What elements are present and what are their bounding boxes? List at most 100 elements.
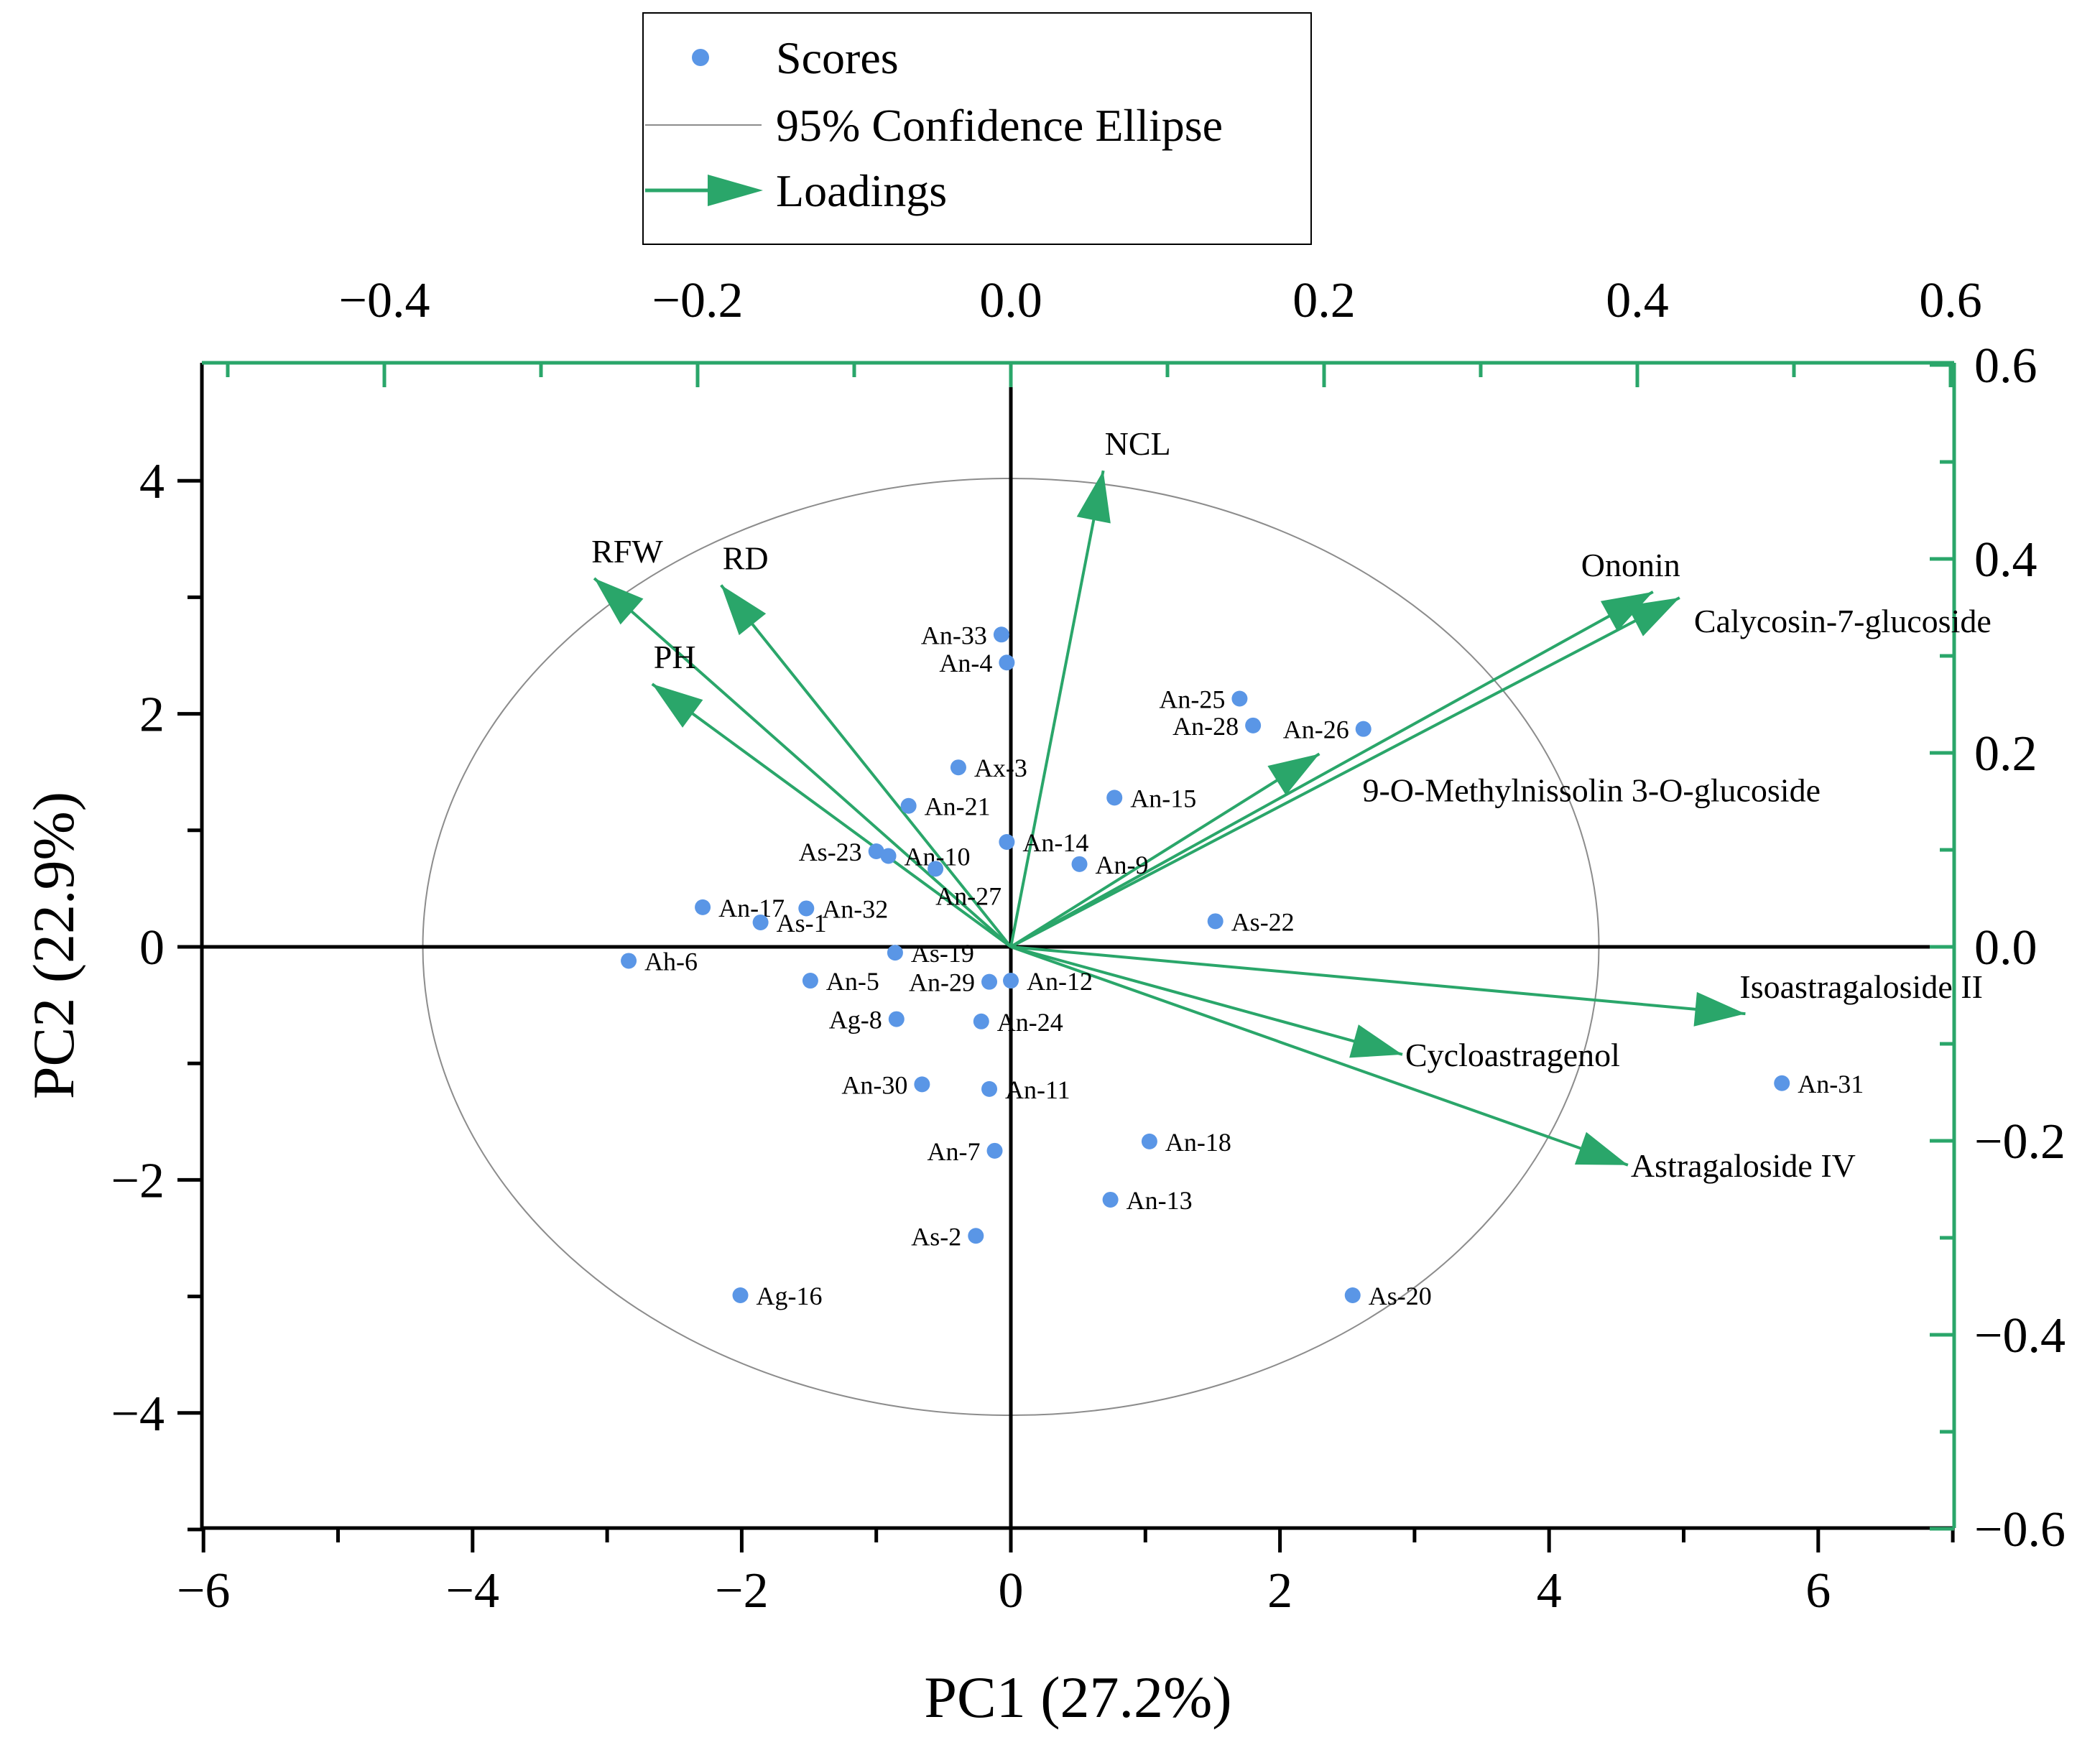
score-label: An-13: [1127, 1186, 1193, 1215]
right-tick-label: 0.2: [1974, 726, 2037, 782]
right-tick-label: −0.6: [1974, 1502, 2066, 1557]
score-point: [999, 654, 1015, 671]
loading-arrowhead: [594, 578, 644, 625]
loading-arrow-line: [651, 682, 1012, 948]
x-axis-title: PC1 (27.2%): [924, 1665, 1231, 1730]
loading-arrow-line: [1010, 596, 1680, 948]
score-label: An-25: [1159, 685, 1225, 714]
score-label: As-23: [799, 838, 862, 866]
loading-label: Calycosin-7-glucoside: [1694, 603, 1992, 639]
loading-label: NCL: [1105, 425, 1171, 462]
right-tick-label: 0.0: [1974, 920, 2037, 976]
right-tick-label: 0.4: [1974, 532, 2037, 588]
score-label: An-17: [718, 894, 785, 922]
score-point: [1774, 1075, 1790, 1091]
score-point: [900, 797, 917, 814]
score-point: [928, 861, 944, 877]
score-label: An-9: [1096, 851, 1149, 879]
loading-arrowhead: [1574, 1131, 1628, 1165]
score-label: Ah-6: [644, 947, 698, 976]
legend-ellipse-label: 95% Confidence Ellipse: [776, 100, 1223, 151]
top-tick-label: 0.6: [1919, 273, 1982, 328]
loading-arrowhead: [721, 585, 767, 636]
y-tick-label: 2: [139, 688, 165, 743]
score-point: [1344, 1287, 1361, 1303]
loading-arrowhead: [1076, 471, 1111, 524]
score-point: [695, 899, 711, 915]
score-point: [1071, 856, 1088, 872]
score-point: [1207, 913, 1224, 930]
score-point: [887, 945, 903, 961]
score-point: [798, 900, 815, 917]
loading-arrow-line: [593, 577, 1012, 948]
score-label: An-26: [1283, 716, 1349, 744]
score-label: An-33: [921, 621, 987, 649]
legend-scores-marker: [692, 49, 709, 66]
plot-area: −6 −4 −2 0 2 4 6 −4 −2 0 2 4 −0.4 −0.2 0.0 0.2 0.4 0.6 −0.…: [111, 273, 2066, 1619]
x-tick-label: −4: [446, 1563, 499, 1619]
loading-label: 9-O-Methylnissolin 3-O-glucoside: [1362, 772, 1821, 808]
score-label: An-14: [1022, 828, 1088, 857]
legend: Scores 95% Confidence Ellipse Loadings: [642, 12, 1312, 245]
loading-arrowhead: [1349, 1024, 1402, 1058]
top-tick-label: 0.4: [1606, 273, 1669, 328]
x-tick-label: −2: [715, 1563, 768, 1619]
top-tick-label: 0.2: [1292, 273, 1356, 328]
score-label: An-15: [1130, 784, 1196, 813]
loading-arrow-line: [1009, 470, 1105, 948]
score-label: An-7: [928, 1137, 981, 1166]
y-tick-label: −4: [111, 1387, 165, 1442]
loading-label: Astragaloside IV: [1631, 1147, 1856, 1184]
score-point: [1102, 1191, 1119, 1208]
top-tick-label: 0.0: [979, 273, 1042, 328]
right-tick-label: −0.4: [1974, 1308, 2066, 1364]
score-label: Ag-8: [829, 1006, 882, 1034]
score-label: An-21: [925, 792, 991, 821]
loading-arrow-line: [1010, 945, 1746, 1016]
score-point: [868, 843, 884, 859]
score-point: [999, 834, 1015, 851]
score-label: An-29: [909, 968, 975, 997]
top-tick-label: −0.4: [339, 273, 430, 328]
legend-loadings-arrowhead: [708, 175, 763, 206]
score-label: An-18: [1165, 1128, 1231, 1157]
legend-loadings-label: Loadings: [776, 165, 947, 216]
legend-box: [642, 12, 1312, 245]
score-label: As-2: [911, 1222, 961, 1251]
loading-label: RFW: [591, 533, 663, 570]
loading-arrowhead: [652, 684, 703, 728]
score-point: [914, 1076, 930, 1093]
loading-label: PH: [654, 639, 696, 675]
score-label: As-19: [911, 939, 974, 968]
loading-arrowhead: [1627, 598, 1680, 637]
y-tick-label: −2: [111, 1153, 165, 1208]
x-tick-label: 6: [1805, 1563, 1831, 1619]
right-tick-label: 0.6: [1974, 338, 2037, 394]
x-tick-label: 4: [1537, 1563, 1562, 1619]
loading-arrow-line: [1010, 945, 1629, 1167]
score-point: [1231, 690, 1248, 707]
legend-scores-label: Scores: [776, 32, 899, 83]
x-tick-label: 2: [1267, 1563, 1292, 1619]
score-point: [888, 1011, 905, 1027]
loading-label: RD: [723, 540, 769, 576]
loading-arrow-line: [1009, 752, 1320, 948]
score-label: An-5: [826, 967, 879, 996]
score-label: An-28: [1172, 712, 1239, 741]
loading-label: Isoastragaloside II: [1739, 968, 1983, 1005]
score-point: [981, 973, 998, 990]
loading-arrow-line: [1010, 945, 1403, 1056]
score-point: [993, 626, 1009, 643]
score-point: [802, 973, 818, 989]
score-point: [752, 914, 769, 930]
score-label: An-12: [1027, 967, 1093, 996]
score-label: Ax-3: [974, 754, 1027, 782]
score-label: An-32: [822, 894, 888, 923]
top-tick-label: −0.2: [652, 273, 744, 328]
score-point: [986, 1142, 1003, 1159]
loading-arrow-line: [1010, 591, 1654, 948]
score-point: [950, 759, 966, 776]
x-tick-label: −6: [177, 1563, 230, 1619]
score-label: An-31: [1798, 1070, 1864, 1098]
loading-label: Cycloastragenol: [1405, 1037, 1620, 1073]
